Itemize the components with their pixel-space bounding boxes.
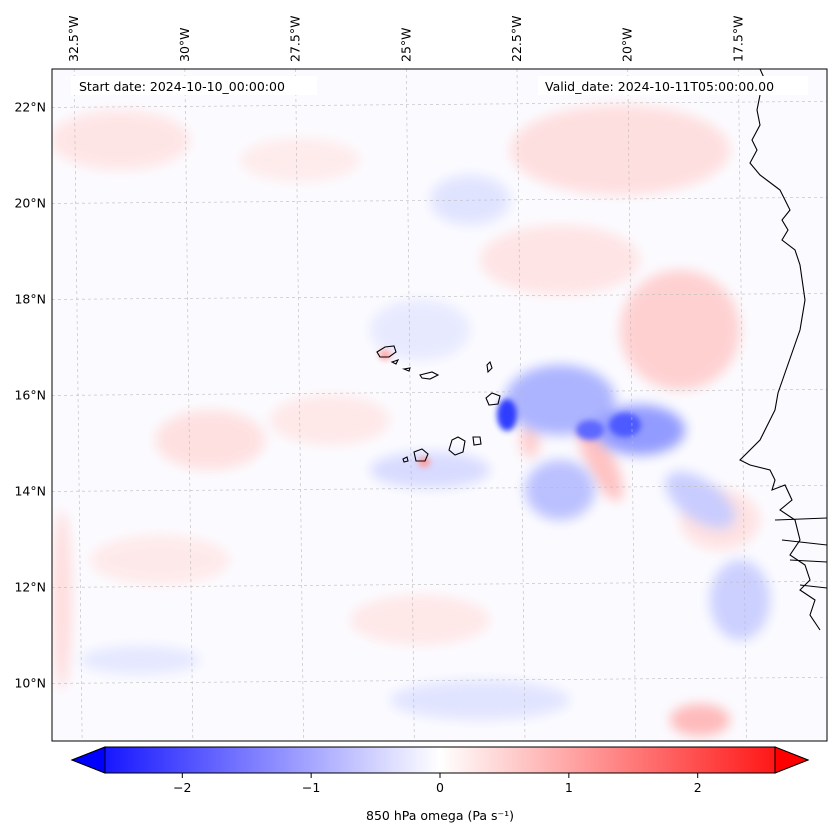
latitude-labels: 22°N 20°N 18°N 16°N 14°N 12°N 10°N	[14, 99, 46, 690]
colorbar: −2 −1 0 1 2 850 hPa omega (Pa s⁻¹)	[70, 746, 810, 823]
start-date-text: Start date: 2024-10-10_00:00:00	[79, 79, 285, 94]
meridian-line	[184, 69, 194, 741]
colorbar-min-extension	[70, 746, 106, 774]
meridian-line	[738, 69, 747, 741]
colorbar-label: 850 hPa omega (Pa s⁻¹)	[366, 808, 514, 823]
longitude-label: 20°W	[620, 27, 635, 62]
latitude-label: 14°N	[14, 483, 46, 498]
graticule	[52, 69, 827, 741]
colorbar-max-extension	[774, 746, 810, 774]
cape-verde-islands	[376, 345, 501, 463]
latitude-label: 20°N	[14, 195, 46, 210]
colorbar-tick-label: 0	[436, 780, 444, 795]
longitude-label: 32.5°W	[66, 16, 81, 62]
colorbar-tick-label: −2	[173, 780, 191, 795]
colorbar-tick-label: 2	[694, 780, 702, 795]
omega-field	[52, 69, 827, 741]
latitude-label: 16°N	[14, 387, 46, 402]
meridian-line	[73, 69, 83, 741]
map-frame	[51, 68, 828, 742]
longitude-label: 30°W	[177, 27, 192, 62]
longitude-label: 27.5°W	[288, 16, 303, 62]
meridian-line	[627, 69, 637, 741]
valid-date-box	[538, 76, 808, 95]
meridian-line	[295, 69, 304, 741]
latitude-label: 12°N	[14, 579, 46, 594]
map-panel[interactable]: Start date: 2024-10-10_00:00:00 Valid_da…	[50, 68, 828, 742]
valid-date-text: Valid_date: 2024-10-11T05:00:00.00	[545, 79, 774, 94]
colorbar-bar	[70, 746, 810, 774]
colorbar-tick-label: 1	[565, 780, 573, 795]
africa-coastline-river	[774, 517, 827, 589]
colorbar-tick-label: −1	[302, 780, 320, 795]
start-date-box	[71, 76, 317, 95]
latitude-label: 18°N	[14, 291, 46, 306]
longitude-label: 25°W	[398, 27, 413, 62]
latitude-label: 22°N	[14, 99, 46, 114]
meridian-line	[405, 69, 415, 741]
latitude-label: 10°N	[14, 675, 46, 690]
colorbar-ticks: −2 −1 0 1 2	[173, 773, 702, 795]
africa-coastline	[739, 69, 821, 631]
meridian-line	[516, 69, 526, 741]
longitude-label: 17.5°W	[730, 16, 745, 62]
longitude-label: 22.5°W	[509, 16, 524, 62]
longitude-labels: 32.5°W 30°W 27.5°W 25°W 22.5°W 20°W 17.5°W	[66, 16, 745, 62]
